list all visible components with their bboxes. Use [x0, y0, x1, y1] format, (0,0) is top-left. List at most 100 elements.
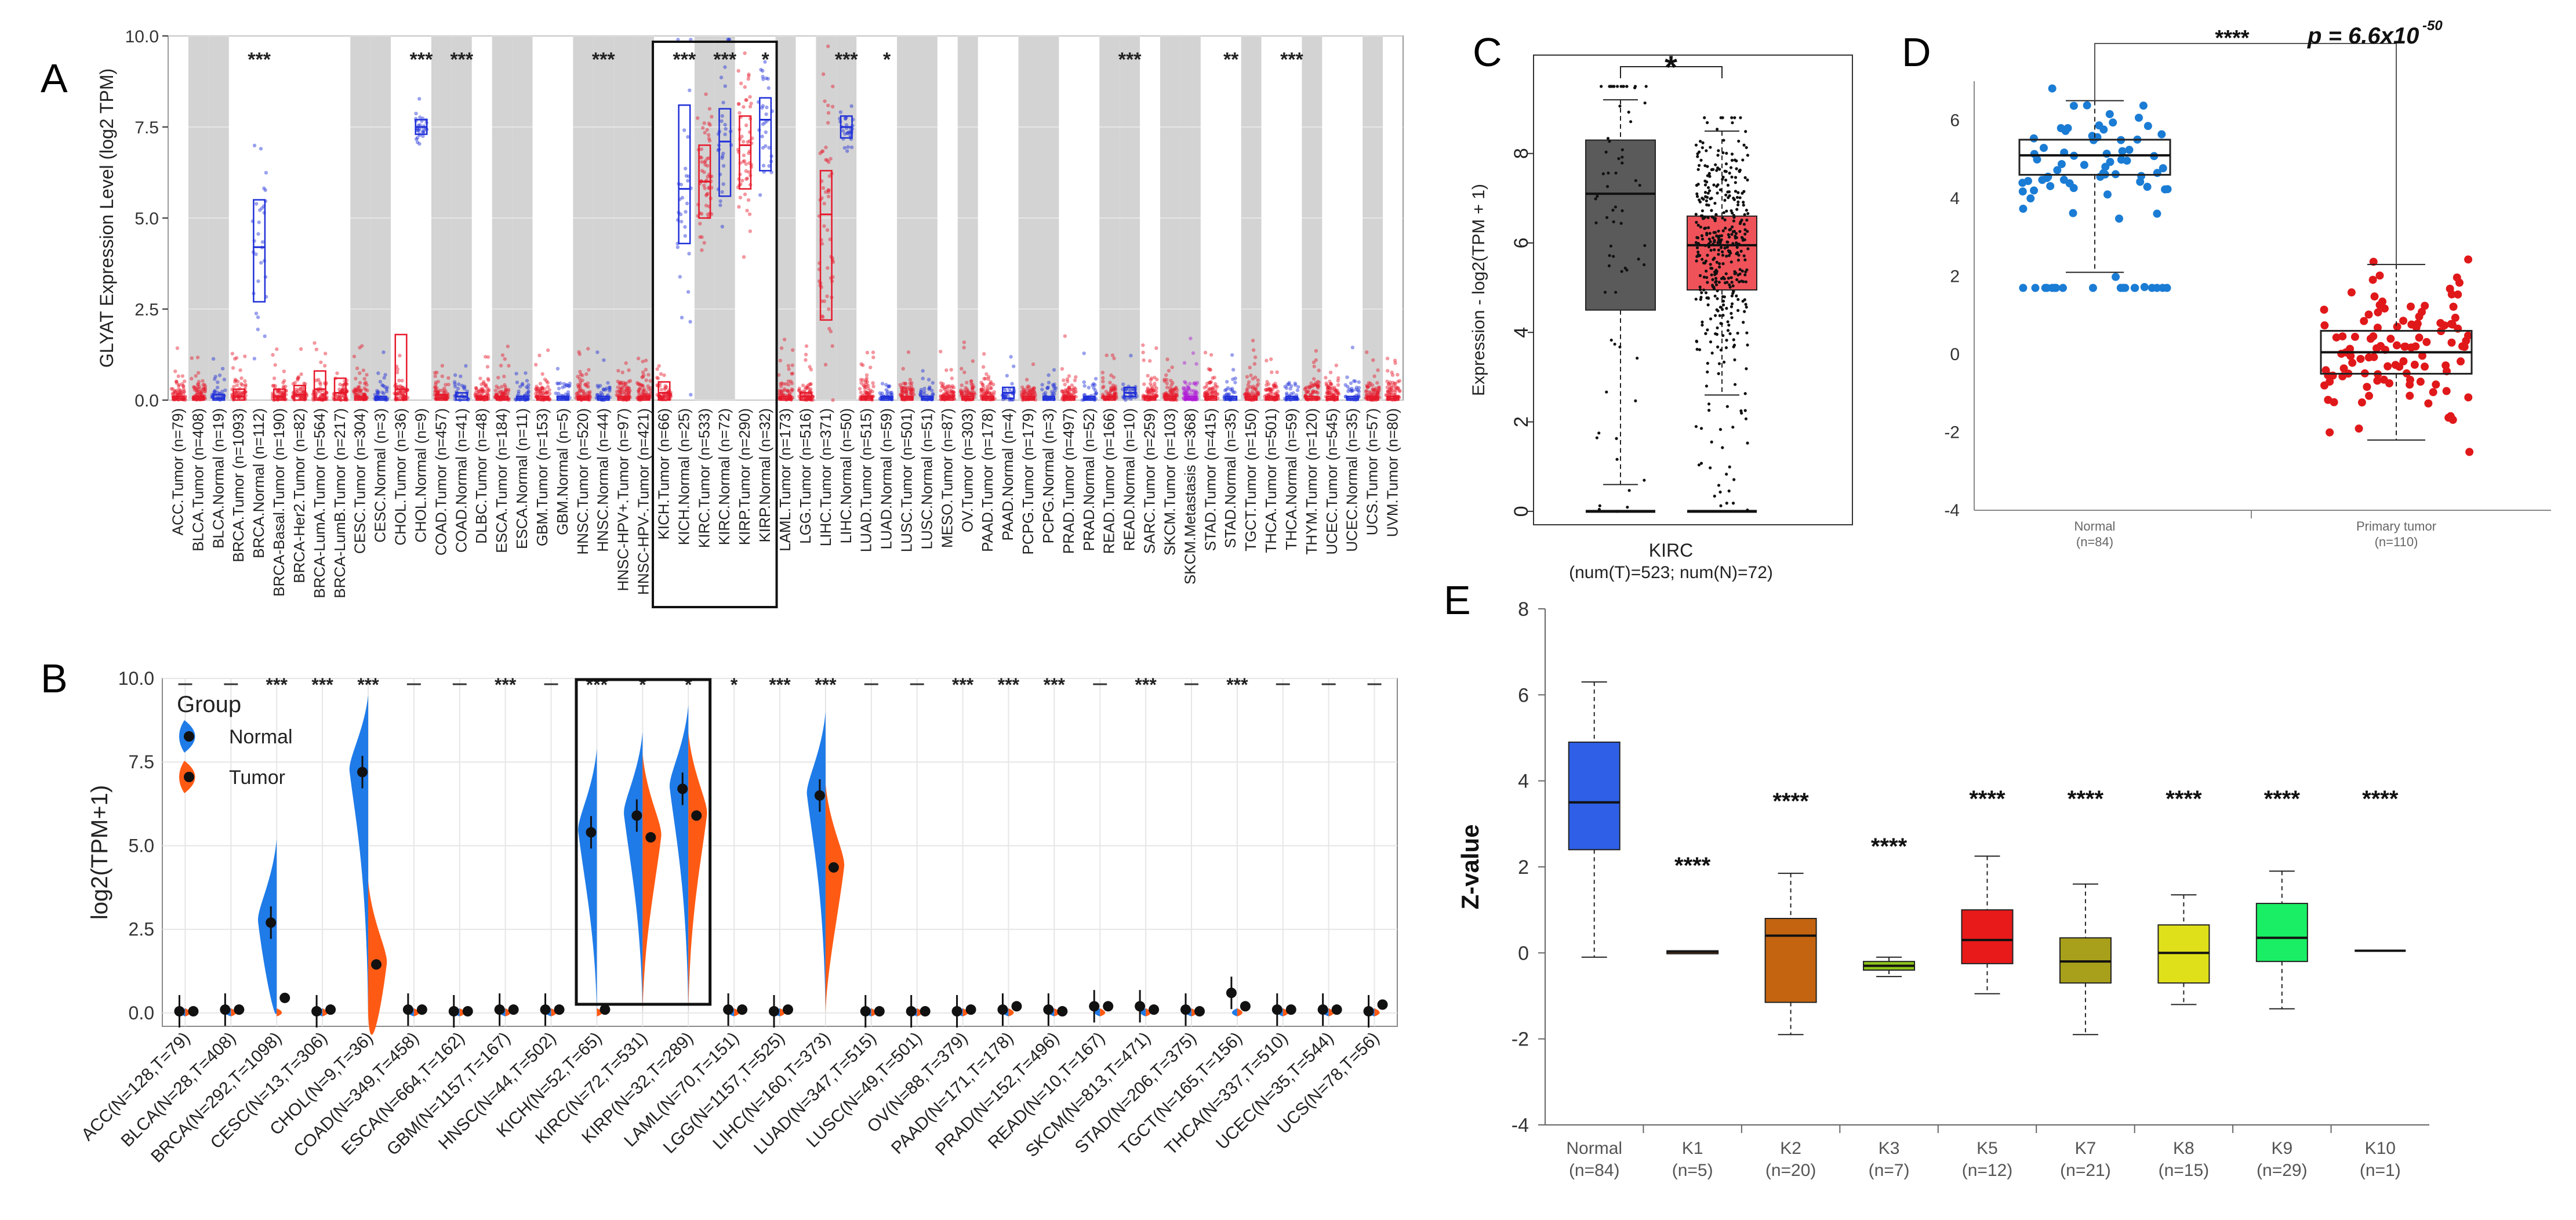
jitter-point	[1722, 299, 1725, 303]
jitter-point	[1612, 85, 1615, 88]
jitter-point	[1172, 387, 1176, 391]
jitter-point	[421, 134, 425, 138]
box	[1568, 741, 1621, 851]
jitter-point	[2019, 205, 2028, 213]
box	[759, 97, 772, 172]
jitter-point	[1717, 149, 1720, 152]
jitter-point	[1273, 393, 1278, 397]
x-tick-label: Normal	[2074, 519, 2116, 533]
jitter-point	[176, 387, 181, 392]
jitter-point	[1230, 388, 1234, 393]
jitter-point	[1621, 155, 1624, 159]
jitter-point	[1733, 383, 1737, 386]
jitter-point	[2163, 185, 2172, 194]
jitter-point	[1204, 390, 1209, 394]
jitter-point	[968, 391, 972, 395]
jitter-point	[233, 390, 238, 394]
jitter-point	[525, 379, 529, 383]
jitter-point	[1171, 388, 1175, 392]
jitter-point	[665, 394, 670, 398]
jitter-point	[173, 390, 177, 394]
jitter-point	[622, 384, 627, 389]
jitter-point	[577, 350, 581, 354]
jitter-point	[216, 380, 220, 384]
jitter-point	[195, 393, 199, 397]
jitter-point	[1746, 247, 1750, 250]
x-tick-label: READ.Normal (n=10)	[1121, 408, 1138, 551]
jitter-point	[1634, 179, 1637, 183]
jitter-point	[899, 392, 903, 397]
jitter-point	[659, 394, 664, 399]
jitter-point	[1354, 387, 1358, 392]
jitter-point	[820, 149, 825, 153]
jitter-point	[2465, 448, 2474, 456]
jitter-point	[1124, 398, 1128, 402]
jitter-point	[1047, 380, 1051, 384]
jitter-point	[1330, 388, 1334, 393]
x-tick-label: KICH.Normal (n=25)	[675, 408, 692, 545]
jitter-point	[921, 369, 925, 373]
jitter-point	[675, 245, 680, 249]
jitter-point	[698, 222, 702, 226]
jitter-point	[1705, 384, 1709, 388]
jitter-point	[898, 383, 902, 387]
jitter-point	[1709, 249, 1713, 252]
x-tick-label: K5	[1976, 1139, 1998, 1158]
jitter-point	[256, 279, 260, 284]
jitter-point	[1326, 384, 1330, 388]
jitter-point	[1385, 379, 1389, 383]
normal-mean-point	[174, 1006, 185, 1017]
jitter-point	[746, 77, 750, 81]
jitter-point	[364, 380, 368, 384]
jitter-point	[759, 67, 763, 72]
jitter-point	[1745, 306, 1748, 309]
jitter-point	[1208, 386, 1212, 391]
y-axis-label: log2(TPM+1)	[87, 785, 112, 920]
jitter-point	[1742, 190, 1746, 193]
jitter-point	[1268, 390, 1273, 394]
jitter-point	[991, 382, 995, 387]
jitter-point	[1267, 387, 1271, 391]
jitter-point	[486, 376, 490, 381]
jitter-point	[220, 390, 224, 394]
jitter-point	[797, 388, 801, 393]
jitter-point	[181, 384, 186, 388]
jitter-point	[1706, 328, 1709, 332]
jitter-point	[1208, 387, 1212, 391]
jitter-point	[579, 388, 583, 393]
jitter-point	[1329, 392, 1334, 396]
jitter-point	[746, 198, 751, 202]
jitter-point	[1701, 257, 1704, 261]
jitter-point	[616, 379, 620, 383]
jitter-point	[538, 390, 542, 394]
jitter-point	[1725, 307, 1728, 310]
jitter-point	[655, 376, 659, 380]
y-tick-label: 8	[1518, 598, 1529, 620]
jitter-point	[518, 384, 522, 389]
x-tick-label: KIRP.Normal (n=32)	[756, 408, 773, 542]
jitter-point	[1595, 436, 1598, 440]
jitter-point	[586, 347, 590, 351]
jitter-point	[382, 376, 386, 380]
jitter-point	[960, 392, 964, 397]
jitter-point	[1735, 241, 1738, 245]
jitter-point	[352, 390, 356, 394]
jitter-point	[397, 379, 401, 383]
jitter-point	[987, 391, 991, 395]
jitter-point	[863, 385, 867, 389]
jitter-point	[1701, 146, 1704, 150]
jitter-point	[721, 164, 726, 168]
jitter-point	[700, 126, 705, 130]
jitter-point	[1735, 195, 1739, 199]
jitter-point	[721, 182, 725, 186]
jitter-point	[638, 383, 642, 387]
jitter-point	[1109, 386, 1114, 390]
jitter-point	[1191, 388, 1196, 393]
jitter-point	[422, 129, 426, 133]
jitter-point	[422, 130, 426, 135]
jitter-point	[777, 373, 781, 377]
jitter-point	[1031, 387, 1035, 391]
jitter-point	[1271, 383, 1276, 387]
jitter-point	[2143, 122, 2152, 130]
